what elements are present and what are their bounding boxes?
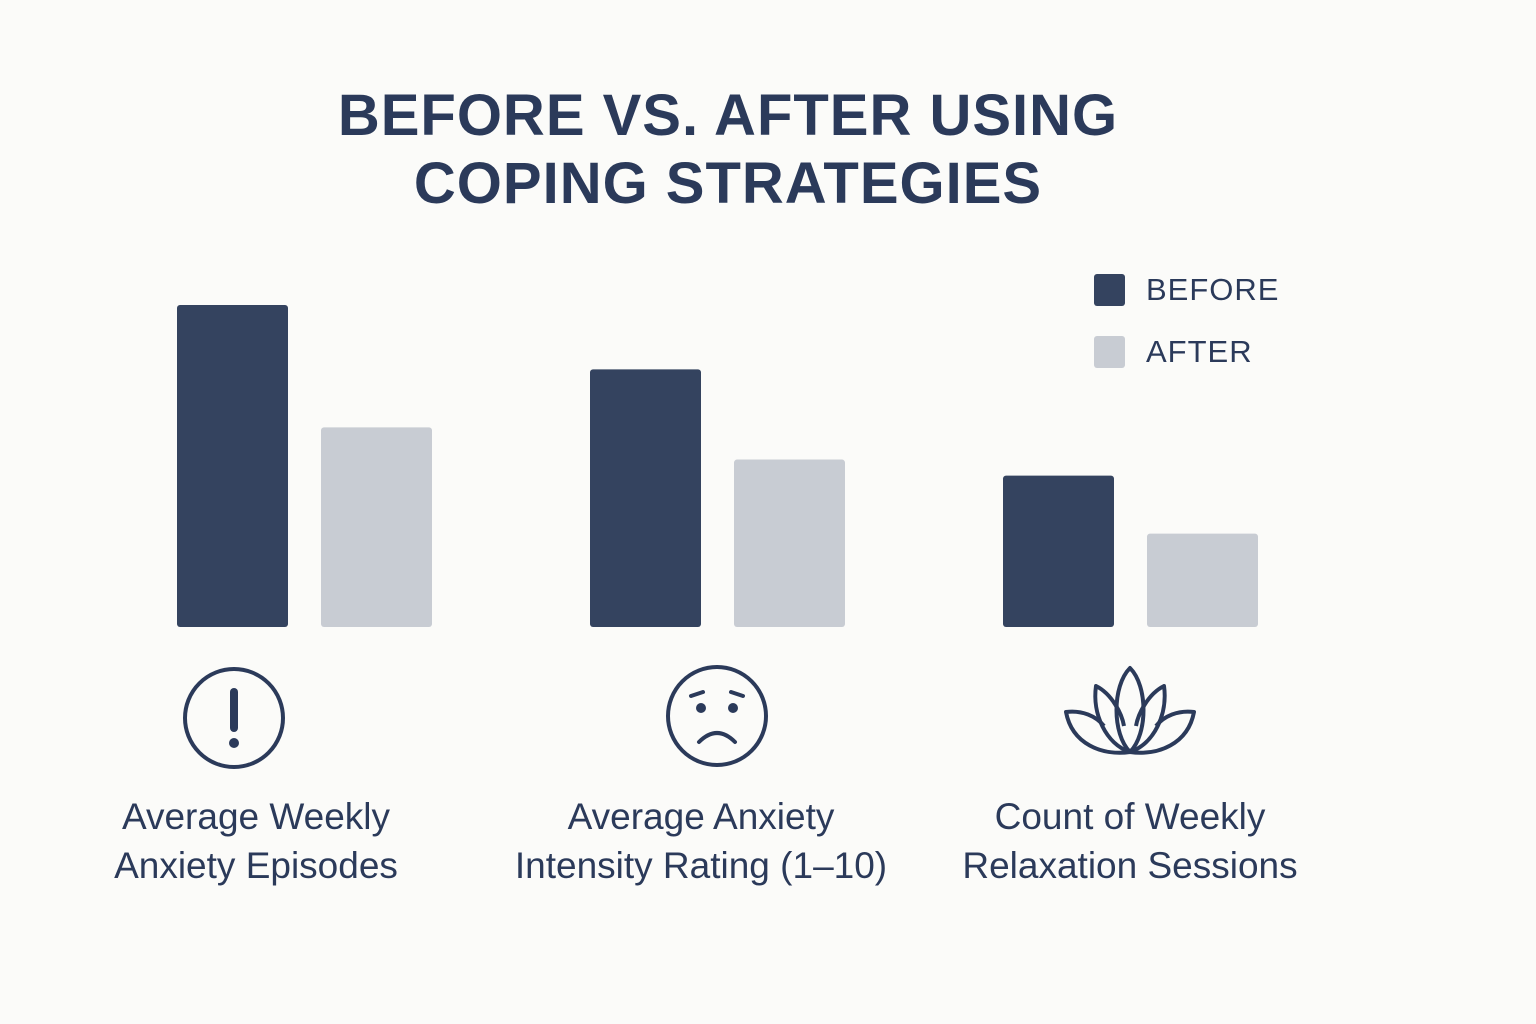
- exclamation-circle-icon: [183, 667, 285, 769]
- chart-title: BEFORE VS. AFTER USING COPING STRATEGIES: [0, 82, 1456, 218]
- lotus-icon: [1064, 666, 1196, 755]
- category-label-relaxation: Count of Weekly Relaxation Sessions: [920, 792, 1340, 890]
- legend-item-before: BEFORE: [1094, 272, 1279, 308]
- chart-title-line-1: BEFORE VS. AFTER USING: [337, 83, 1119, 148]
- category-label-line: Anxiety Episodes: [114, 845, 398, 886]
- category-label-line: Average Weekly: [121, 796, 391, 837]
- legend-swatch-after: [1094, 336, 1125, 368]
- legend-label-before: BEFORE: [1146, 272, 1280, 307]
- category-label-line: Relaxation Sessions: [962, 845, 1298, 886]
- category-label-line: Average Anxiety: [567, 796, 835, 837]
- bar-after-0: [321, 427, 432, 627]
- bar-before-2: [1003, 475, 1114, 627]
- bar-before-1: [590, 369, 701, 627]
- bar-before-0: [177, 305, 288, 627]
- category-label-line: Count of Weekly: [994, 796, 1266, 837]
- legend-label-after: AFTER: [1146, 334, 1253, 369]
- category-label-intensity: Average Anxiety Intensity Rating (1–10): [491, 792, 911, 890]
- sad-face-icon: [666, 665, 768, 767]
- legend-item-after: AFTER: [1094, 334, 1253, 370]
- legend-swatch-before: [1094, 274, 1125, 306]
- category-label-episodes: Average Weekly Anxiety Episodes: [46, 792, 466, 890]
- bar-after-1: [734, 459, 845, 627]
- chart-title-line-2: COPING STRATEGIES: [413, 151, 1043, 216]
- bar-after-2: [1147, 533, 1258, 627]
- category-label-line: Intensity Rating (1–10): [514, 845, 888, 886]
